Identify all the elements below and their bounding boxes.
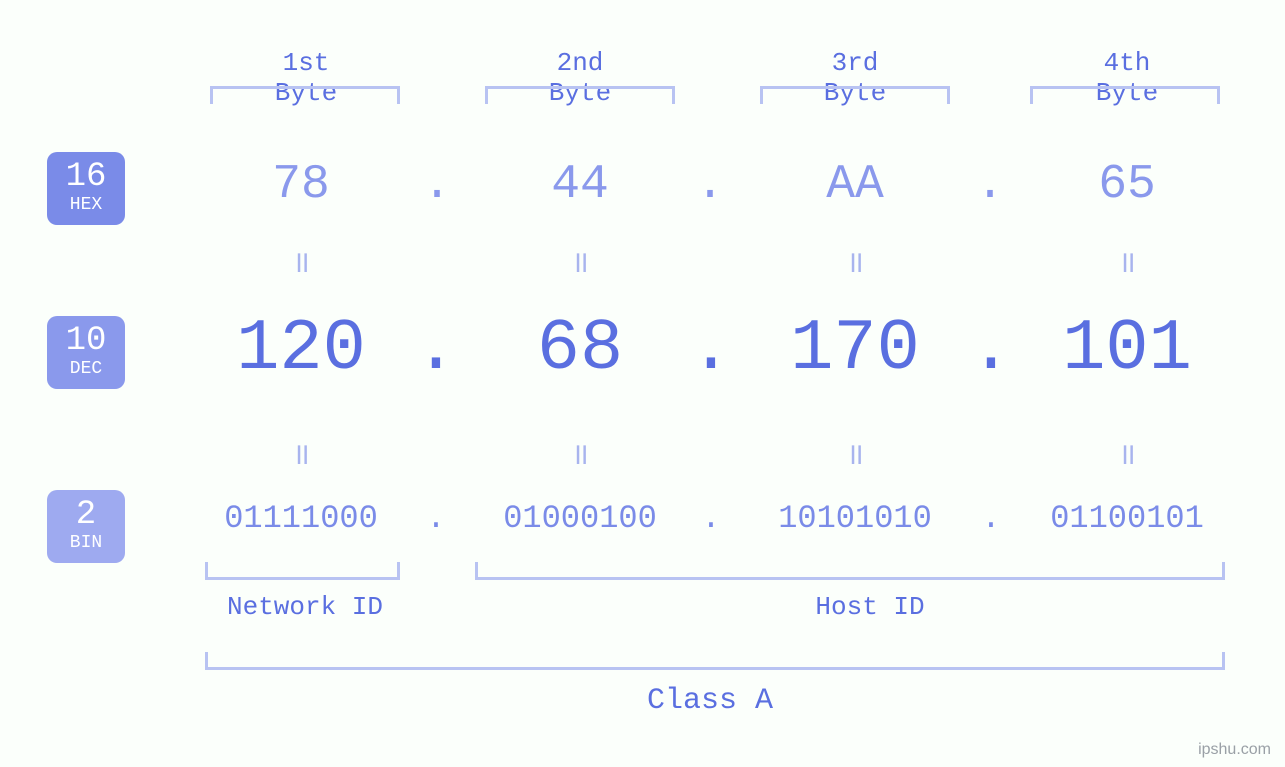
badge-hex-label: HEX (47, 196, 125, 215)
bin-byte-2: 01000100 (480, 500, 680, 537)
top-bracket-3 (760, 86, 950, 104)
badge-bin: 2 BIN (47, 490, 125, 563)
bin-byte-1: 01111000 (201, 500, 401, 537)
watermark: ipshu.com (1198, 741, 1271, 759)
top-bracket-4 (1030, 86, 1220, 104)
equals-1-1: ॥ (281, 240, 321, 282)
host-id-bracket (475, 562, 1225, 580)
class-label: Class A (640, 684, 780, 718)
bin-byte-4: 01100101 (1027, 500, 1227, 537)
hex-byte-3: AA (795, 158, 915, 212)
bin-byte-3: 10101010 (755, 500, 955, 537)
dec-dot-3: . (966, 308, 1016, 390)
badge-hex-num: 16 (47, 160, 125, 196)
equals-2-2: ॥ (560, 432, 600, 474)
badge-bin-label: BIN (47, 534, 125, 553)
hex-dot-3: . (970, 158, 1010, 212)
host-id-label: Host ID (800, 592, 940, 622)
hex-byte-2: 44 (520, 158, 640, 212)
equals-1-2: ॥ (560, 240, 600, 282)
dec-byte-3: 170 (755, 308, 955, 390)
bin-dot-3: . (976, 500, 1006, 537)
badge-hex: 16 HEX (47, 152, 125, 225)
top-bracket-1 (210, 86, 400, 104)
dec-dot-2: . (686, 308, 736, 390)
hex-dot-1: . (417, 158, 457, 212)
top-bracket-2 (485, 86, 675, 104)
hex-dot-2: . (690, 158, 730, 212)
badge-dec: 10 DEC (47, 316, 125, 389)
dec-byte-1: 120 (201, 308, 401, 390)
dec-dot-1: . (411, 308, 461, 390)
dec-byte-4: 101 (1027, 308, 1227, 390)
bin-dot-1: . (421, 500, 451, 537)
equals-2-4: ॥ (1107, 432, 1147, 474)
hex-byte-4: 65 (1067, 158, 1187, 212)
badge-bin-num: 2 (47, 498, 125, 534)
equals-2-3: ॥ (835, 432, 875, 474)
bin-dot-2: . (696, 500, 726, 537)
badge-dec-num: 10 (47, 324, 125, 360)
class-bracket (205, 652, 1225, 670)
badge-dec-label: DEC (47, 360, 125, 379)
equals-1-4: ॥ (1107, 240, 1147, 282)
dec-byte-2: 68 (480, 308, 680, 390)
network-id-bracket (205, 562, 400, 580)
equals-1-3: ॥ (835, 240, 875, 282)
network-id-label: Network ID (225, 592, 385, 622)
hex-byte-1: 78 (241, 158, 361, 212)
equals-2-1: ॥ (281, 432, 321, 474)
